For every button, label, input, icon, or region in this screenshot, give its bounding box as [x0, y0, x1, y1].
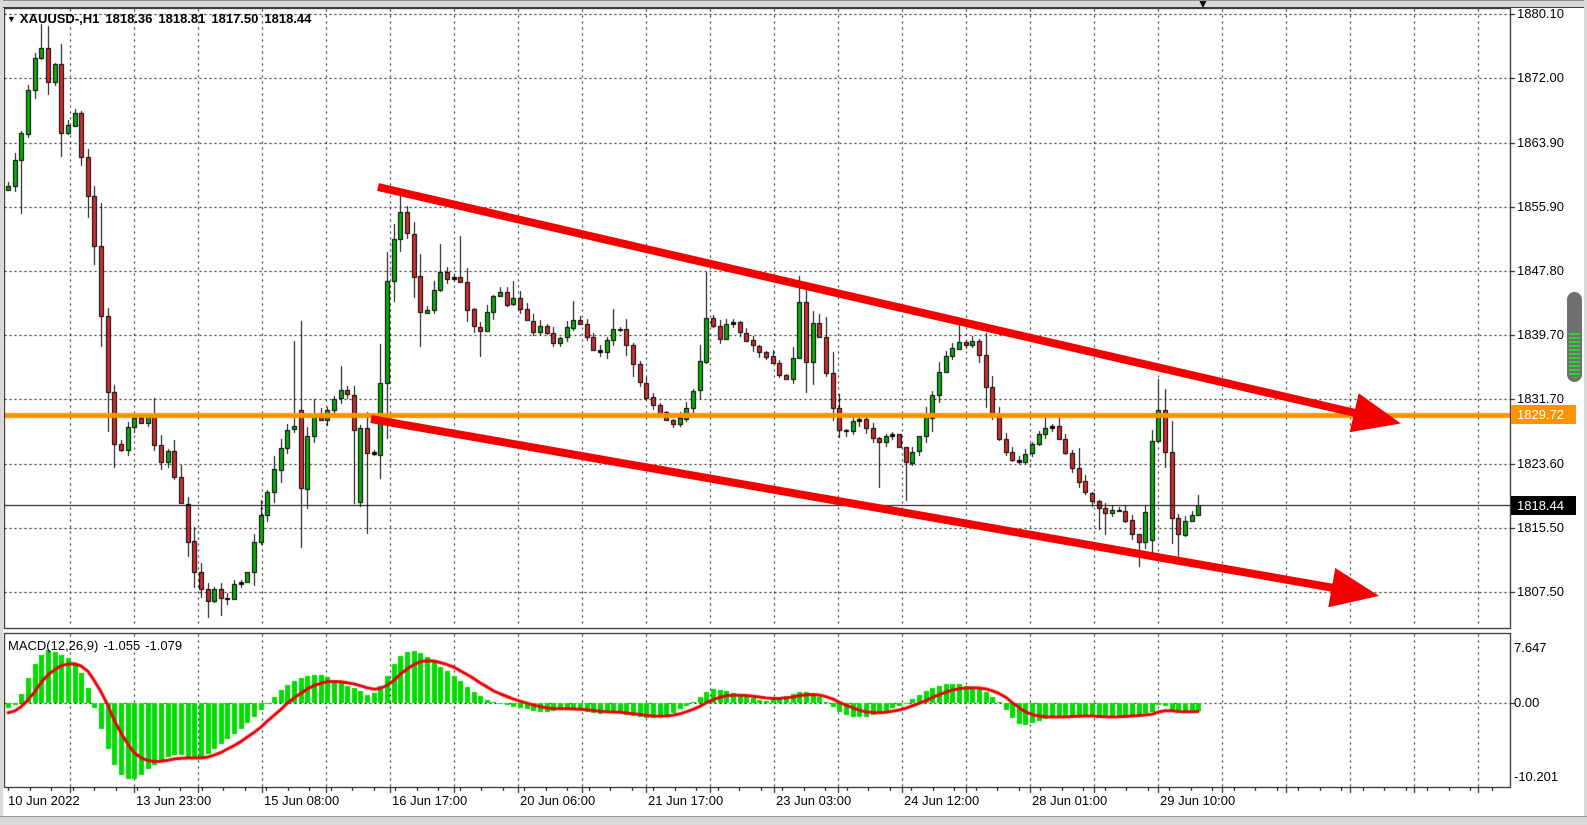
price-tick-label: 1807.50	[1517, 583, 1564, 599]
price-tick-label: 1815.50	[1517, 520, 1564, 536]
vertical-scrollbar-thumb[interactable]	[1567, 292, 1582, 382]
price-tick-label: 1880.10	[1517, 6, 1564, 21]
macd-scale-label: -10.201	[1514, 768, 1559, 784]
time-tick-label: 15 Jun 08:00	[264, 793, 340, 808]
window-top-edge	[0, 0, 1587, 8]
time-tick-label: 20 Jun 06:00	[520, 793, 596, 808]
price-tick-label: 1839.70	[1517, 327, 1564, 343]
symbol-timeframe-title: XAUUSD-,H1	[19, 11, 100, 26]
time-tick-label: 13 Jun 23:00	[136, 793, 212, 808]
orange-level-badge: 1829.72	[1511, 404, 1576, 424]
price-tick-label: 1847.80	[1517, 263, 1564, 278]
ohlc-close-value: 1818.44	[264, 11, 312, 26]
time-tick-label: 16 Jun 17:00	[392, 793, 468, 808]
time-tick-label: 24 Jun 12:00	[904, 793, 980, 808]
macd-indicator-label: MACD(12,26,9) -1.055 -1.079	[8, 638, 187, 653]
window-left-edge	[0, 0, 3, 825]
time-tick-label: 23 Jun 03:00	[776, 793, 852, 808]
time-tick-label: 29 Jun 10:00	[1160, 793, 1236, 808]
macd-scale-label: 0.00	[1514, 695, 1540, 710]
chart-title-bar: ▼ XAUUSD-,H1 1818.36 1818.81 1817.50 1818.44	[7, 11, 317, 26]
macd-name-label: MACD(12,26,9)	[8, 638, 99, 653]
scrollbar-stripes	[1569, 333, 1580, 378]
symbol-dropdown-icon[interactable]: ▼	[7, 14, 16, 24]
window-right-edge	[1584, 0, 1587, 825]
time-tick-label: 10 Jun 2022	[8, 793, 80, 808]
ohlc-open-value: 1818.36	[105, 11, 153, 26]
price-tick-label: 1831.70	[1517, 391, 1564, 407]
ohlc-low-value: 1817.50	[211, 11, 259, 26]
macd-main-value: -1.055	[103, 638, 141, 653]
time-tick-label: 28 Jun 01:00	[1032, 793, 1108, 808]
ohlc-high-value: 1818.81	[158, 11, 206, 26]
window-bottom-edge	[0, 816, 1587, 825]
macd-signal-value: -1.079	[145, 638, 183, 653]
price-tick-label: 1872.00	[1517, 70, 1564, 86]
time-tick-label: 21 Jun 17:00	[648, 793, 724, 808]
macd-scale-label: 7.647	[1514, 639, 1547, 655]
price-tick-label: 1855.90	[1517, 198, 1564, 214]
price-tick-label: 1863.90	[1517, 134, 1564, 150]
time-anchor-marker-icon[interactable]: ▼	[1197, 0, 1209, 11]
bid-price-badge: 1818.44	[1511, 495, 1576, 515]
price-tick-label: 1823.60	[1517, 455, 1564, 471]
